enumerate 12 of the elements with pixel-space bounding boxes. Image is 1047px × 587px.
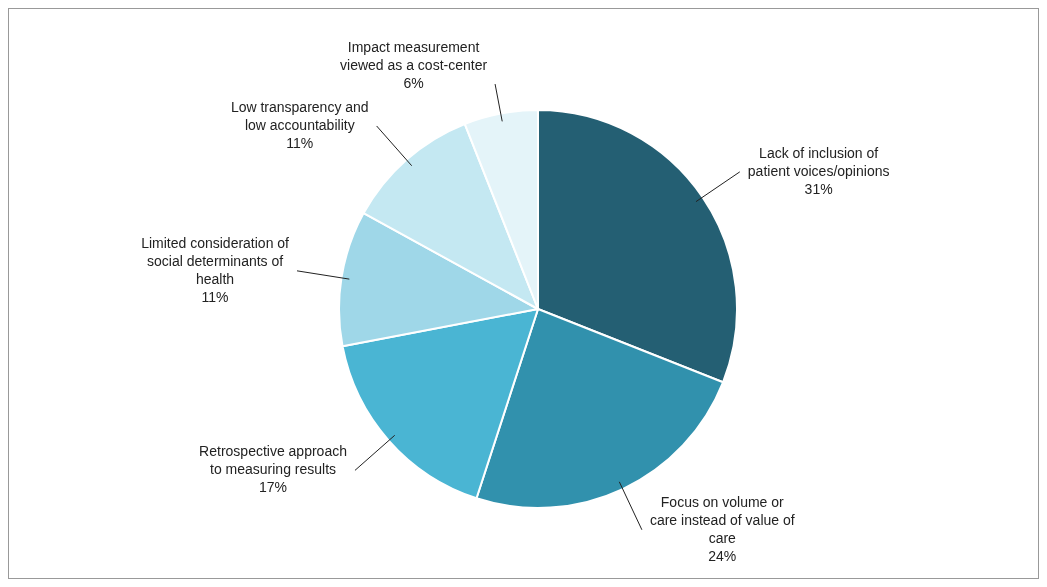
slice-label: Focus on volume or care instead of value of care [649, 493, 795, 546]
data-label: 31% [804, 180, 833, 197]
data-label: 6% [403, 74, 424, 91]
slice-label: Low transparency and low accountability [230, 98, 369, 133]
slice-label: Impact measurement viewed as a cost-center [340, 38, 488, 73]
data-label: 24% [708, 547, 737, 564]
slice-label: Retrospective approach to measuring results [199, 443, 347, 478]
data-label: 11% [201, 288, 229, 305]
slice-label: Limited consideration of social determinants of health [141, 234, 290, 287]
data-label: 11% [286, 134, 314, 151]
slice-label: Lack of inclusion of patient voices/opinions [747, 144, 890, 179]
data-label: 17% [259, 479, 288, 496]
